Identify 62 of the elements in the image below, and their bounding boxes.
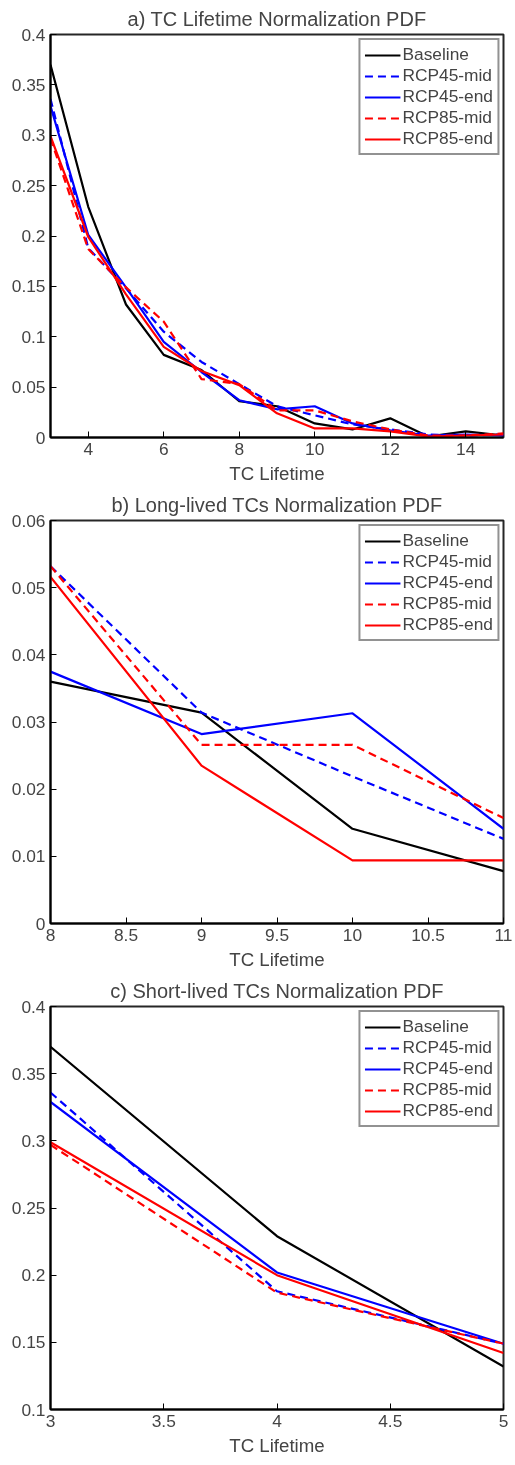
x-axis-title: TC Lifetime xyxy=(229,462,325,484)
y-tick-label: 0.3 xyxy=(21,125,46,146)
x-tick-label: 11 xyxy=(494,924,513,945)
x-tick-label: 4 xyxy=(272,1410,283,1431)
x-tick-label: 8 xyxy=(234,438,245,459)
legend-label: RCP85-end xyxy=(402,128,493,149)
x-tick-label: 9 xyxy=(196,924,207,945)
y-tick-label: 0.05 xyxy=(11,577,46,598)
x-tick-label: 10 xyxy=(342,924,363,945)
x-tick-label: 5 xyxy=(498,1410,509,1431)
chart-title: a) TC Lifetime Normalization PDF xyxy=(127,7,427,30)
y-tick-label: 0.05 xyxy=(11,377,46,398)
y-tick-label: 0.15 xyxy=(11,1332,46,1353)
x-axis-title: TC Lifetime xyxy=(229,948,325,970)
y-tick-label: 0 xyxy=(35,913,46,934)
y-tick-label: 0.35 xyxy=(11,74,46,95)
legend-label: RCP85-mid xyxy=(402,107,493,128)
legend-label: RCP85-end xyxy=(402,614,493,635)
x-tick-label: 6 xyxy=(158,438,169,459)
x-tick-label: 10.5 xyxy=(411,924,445,945)
legend-label: RCP45-end xyxy=(402,86,493,107)
y-tick-label: 0.03 xyxy=(11,712,46,732)
legend-label: RCP85-mid xyxy=(402,593,493,614)
x-tick-label: 3.5 xyxy=(151,1410,176,1431)
legend-label: RCP85-mid xyxy=(402,1079,493,1100)
legend-label: Baseline xyxy=(402,530,469,551)
legend-label: RCP45-mid xyxy=(402,551,493,572)
y-tick-label: 0.35 xyxy=(11,1063,46,1084)
y-tick-label: 0.4 xyxy=(21,996,46,1017)
y-tick-label: 0.25 xyxy=(11,175,46,196)
x-tick-label: 3 xyxy=(45,1410,56,1431)
legend-label: RCP45-end xyxy=(402,572,493,593)
y-tick-label: 0.1 xyxy=(21,1399,46,1420)
legend-label: RCP85-end xyxy=(402,1100,493,1121)
legend-label: RCP45-mid xyxy=(402,1037,493,1058)
x-tick-label: 4 xyxy=(83,438,94,459)
y-tick-label: 0.04 xyxy=(11,644,46,665)
y-tick-label: 0.2 xyxy=(21,1265,46,1286)
legend-label: Baseline xyxy=(402,44,469,65)
legend-label: RCP45-mid xyxy=(402,65,493,86)
y-tick-label: 0.4 xyxy=(21,24,46,45)
y-tick-label: 0 xyxy=(35,427,46,448)
legend-label: RCP45-end xyxy=(402,1058,493,1079)
y-tick-label: 0.15 xyxy=(11,276,46,297)
y-tick-label: 0.06 xyxy=(11,510,46,531)
x-axis-title: TC Lifetime xyxy=(229,1434,325,1456)
x-tick-label: 12 xyxy=(380,438,400,459)
x-tick-label: 8 xyxy=(45,924,56,945)
chart-title: b) Long-lived TCs Normalization PDF xyxy=(111,493,443,516)
y-tick-label: 0.1 xyxy=(21,326,46,347)
x-tick-label: 4.5 xyxy=(378,1410,403,1431)
y-tick-label: 0.3 xyxy=(21,1130,46,1151)
y-tick-label: 0.02 xyxy=(11,779,46,800)
legend-label: Baseline xyxy=(402,1016,469,1037)
x-tick-label: 8.5 xyxy=(113,924,139,945)
y-tick-label: 0.25 xyxy=(11,1198,46,1218)
x-tick-label: 14 xyxy=(456,438,476,459)
x-tick-label: 9.5 xyxy=(264,924,290,945)
chart-title: c) Short-lived TCs Normalization PDF xyxy=(110,979,444,1002)
y-tick-label: 0.01 xyxy=(11,846,46,867)
x-tick-label: 10 xyxy=(305,438,325,459)
y-tick-label: 0.2 xyxy=(21,226,46,246)
